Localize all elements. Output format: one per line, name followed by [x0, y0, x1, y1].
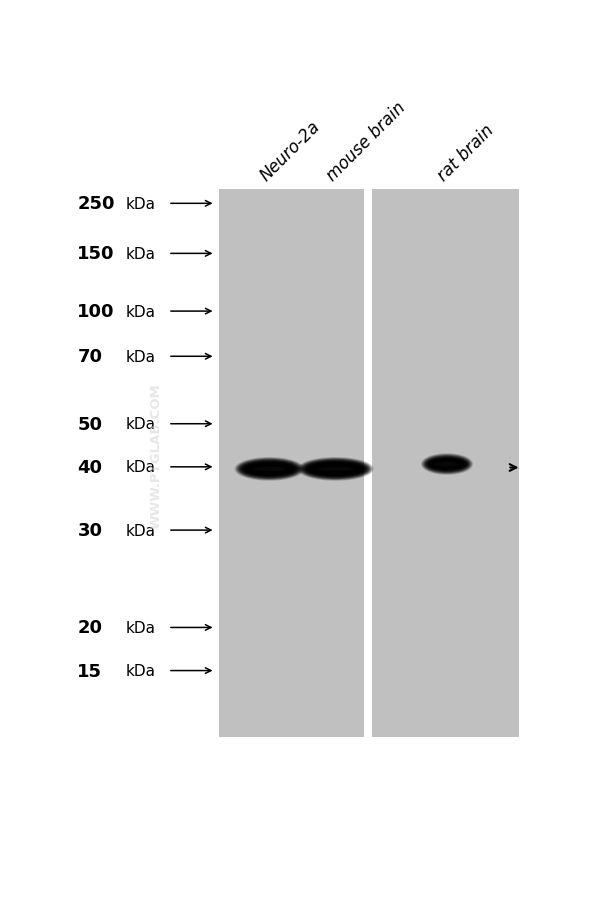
Ellipse shape [307, 463, 364, 476]
Text: 15: 15 [77, 662, 103, 680]
Text: kDa: kDa [125, 417, 155, 432]
Ellipse shape [318, 467, 353, 472]
Ellipse shape [239, 460, 300, 479]
Text: kDa: kDa [125, 460, 155, 474]
Text: 250: 250 [77, 195, 115, 213]
Bar [371, 190, 519, 737]
Text: kDa: kDa [125, 621, 155, 635]
Ellipse shape [253, 467, 286, 472]
Ellipse shape [244, 464, 295, 475]
Ellipse shape [431, 461, 463, 468]
Ellipse shape [430, 460, 464, 469]
Ellipse shape [241, 462, 297, 477]
Ellipse shape [243, 463, 296, 476]
Text: 20: 20 [77, 619, 103, 637]
Text: rat brain: rat brain [434, 122, 497, 185]
Text: kDa: kDa [125, 523, 155, 538]
Ellipse shape [297, 457, 374, 482]
Ellipse shape [422, 455, 472, 474]
Ellipse shape [304, 461, 367, 478]
Text: 150: 150 [77, 245, 115, 263]
Ellipse shape [301, 459, 370, 480]
Text: WWW.PTGLAB.COM: WWW.PTGLAB.COM [150, 382, 163, 529]
Ellipse shape [316, 467, 355, 472]
Text: 40: 40 [77, 458, 103, 476]
Ellipse shape [236, 458, 303, 481]
Ellipse shape [421, 454, 473, 475]
Ellipse shape [426, 457, 468, 472]
Ellipse shape [432, 462, 462, 467]
Ellipse shape [245, 464, 293, 474]
Text: kDa: kDa [125, 304, 155, 319]
Ellipse shape [235, 457, 304, 482]
Ellipse shape [308, 464, 363, 475]
Ellipse shape [237, 459, 301, 480]
Ellipse shape [425, 456, 469, 473]
Bar [219, 190, 364, 737]
Ellipse shape [299, 458, 372, 481]
Ellipse shape [240, 461, 299, 478]
Text: kDa: kDa [125, 349, 155, 364]
Text: kDa: kDa [125, 197, 155, 212]
Ellipse shape [435, 463, 459, 466]
Ellipse shape [313, 465, 358, 474]
Ellipse shape [305, 462, 366, 477]
Text: Neuro-2a: Neuro-2a [257, 117, 324, 185]
Ellipse shape [247, 465, 292, 474]
Ellipse shape [314, 466, 357, 473]
Ellipse shape [302, 460, 369, 479]
Ellipse shape [428, 459, 466, 470]
Ellipse shape [433, 463, 461, 466]
Ellipse shape [424, 456, 470, 474]
Ellipse shape [250, 466, 289, 473]
Ellipse shape [427, 458, 467, 471]
Text: 50: 50 [77, 415, 103, 433]
Ellipse shape [251, 467, 287, 472]
Text: 30: 30 [77, 521, 103, 539]
Text: mouse brain: mouse brain [323, 98, 409, 185]
Text: kDa: kDa [125, 246, 155, 262]
Text: 70: 70 [77, 348, 103, 366]
Ellipse shape [310, 464, 361, 474]
Ellipse shape [248, 465, 290, 474]
Text: 100: 100 [77, 303, 115, 321]
Text: kDa: kDa [125, 663, 155, 678]
Ellipse shape [311, 465, 360, 474]
